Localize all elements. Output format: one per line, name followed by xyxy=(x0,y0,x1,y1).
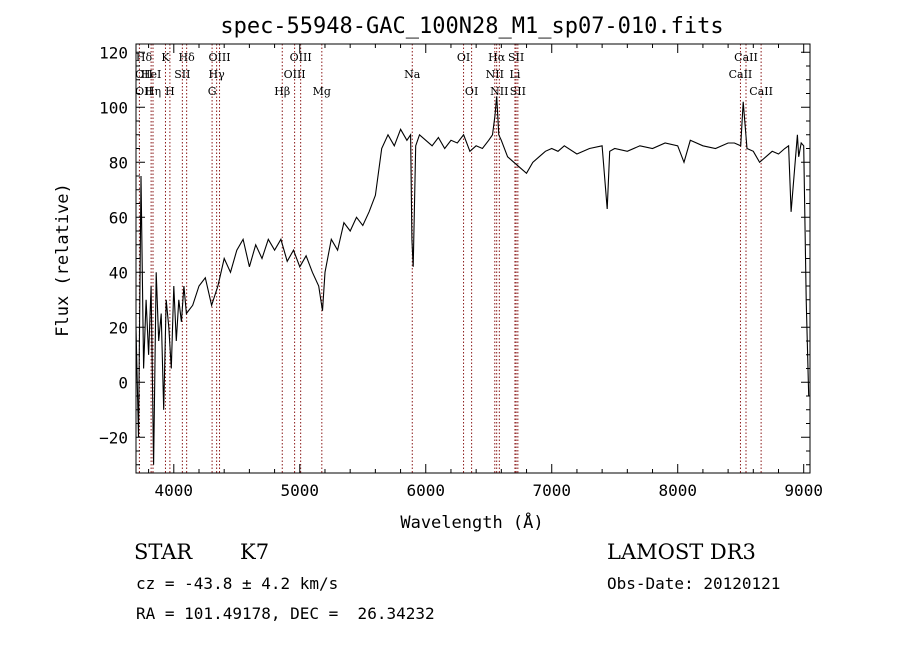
spectral-line-label: OIII xyxy=(290,51,312,64)
y-tick-label: 100 xyxy=(99,98,128,117)
spectral-line-label: Hβ xyxy=(274,85,290,98)
spectral-line-label: Li xyxy=(510,68,521,81)
y-tick-label: 60 xyxy=(109,208,128,227)
x-tick-label: 6000 xyxy=(406,481,445,500)
spectral-line-label: K xyxy=(161,51,170,64)
subclass: K7 xyxy=(240,540,270,564)
redshift-velocity: cz = -43.8 ± 4.2 km/s xyxy=(136,574,339,593)
x-tick-label: 5000 xyxy=(281,481,320,500)
x-tick-label: 9000 xyxy=(784,481,823,500)
observation-date: Obs-Date: 20120121 xyxy=(607,574,781,593)
spectral-line-label: G xyxy=(208,85,217,98)
x-axis-label: Wavelength (Å) xyxy=(400,511,543,533)
spectral-line-label: Hδ xyxy=(136,51,153,64)
spectral-line-label: OI xyxy=(465,85,478,98)
spectral-line-label: H xyxy=(165,85,175,98)
spectral-line-label: Hη xyxy=(145,85,161,98)
spectral-line-label: OIII xyxy=(284,68,306,81)
spectral-line-label: NII xyxy=(486,68,504,81)
y-tick-label: 120 xyxy=(99,43,128,62)
y-tick-label: 40 xyxy=(109,263,128,282)
y-axis-label: Flux (relative) xyxy=(53,183,73,337)
spectral-line-label: SII xyxy=(510,85,526,98)
spectral-line-label: OII xyxy=(135,85,153,98)
spectral-line-label: Na xyxy=(404,68,421,81)
coordinates: RA = 101.49178, DEC = 26.34232 xyxy=(136,604,435,623)
chart-title: spec-55948-GAC_100N28_M1_sp07-010.fits xyxy=(220,14,723,39)
spectral-line-label: NII xyxy=(490,85,508,98)
spectral-line-label: CaII xyxy=(749,85,773,98)
x-tick-label: 4000 xyxy=(155,481,194,500)
plot-frame xyxy=(135,43,811,474)
spectral-line-label: CaII xyxy=(729,68,753,81)
y-tick-label: 20 xyxy=(109,318,128,337)
spectral-line-label: HeI xyxy=(141,68,161,81)
spectral-line-label: OI xyxy=(457,51,470,64)
x-axis-ticks: 4000 5000 6000 7000 8000 9000 xyxy=(148,44,823,500)
spectral-line-label: OIII xyxy=(208,51,230,64)
spectral-line-label: Hγ xyxy=(209,68,226,81)
spectral-line-label: Hα xyxy=(488,51,506,64)
spectral-line-label: SII xyxy=(508,51,524,64)
spectral-line-label: Hδ xyxy=(179,51,196,64)
y-tick-label: 80 xyxy=(109,153,128,172)
spectrum-line xyxy=(135,96,810,465)
spectral-line-label: CaII xyxy=(734,51,758,64)
x-tick-label: 8000 xyxy=(658,481,697,500)
y-axis-ticks: −20 0 20 40 60 80 100 120 xyxy=(99,43,810,466)
spectral-lines xyxy=(135,44,762,473)
survey-name: LAMOST DR3 xyxy=(607,540,756,564)
y-tick-label: −20 xyxy=(99,428,128,447)
x-tick-label: 7000 xyxy=(532,481,571,500)
object-class: STAR xyxy=(134,540,193,564)
spectral-line-label: SII xyxy=(174,68,190,81)
spectral-line-label: Mg xyxy=(313,85,331,98)
spectral-line-label: OII xyxy=(135,68,153,81)
y-tick-label: 0 xyxy=(118,373,128,392)
